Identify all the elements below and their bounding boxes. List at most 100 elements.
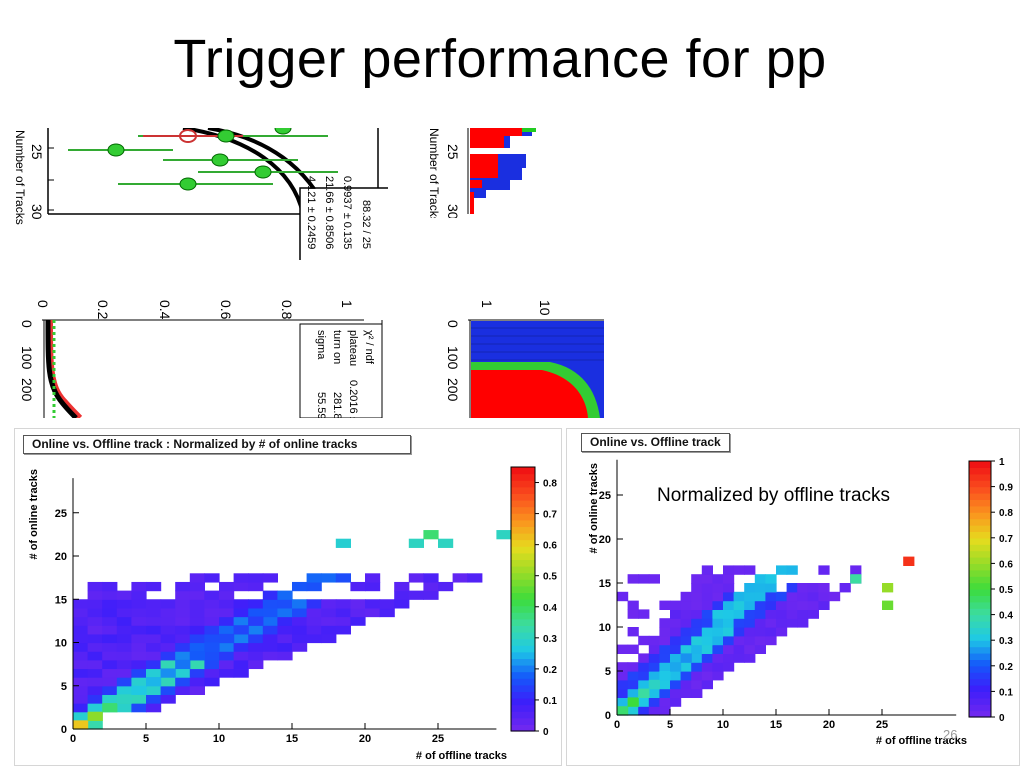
heatmap-cell <box>131 651 147 661</box>
heatmap-cell <box>744 635 756 646</box>
colorbar-segment <box>511 552 535 560</box>
colorbar-tick-label: 0.9 <box>999 483 1013 494</box>
heatmap-cell <box>670 635 682 646</box>
heatmap-cell <box>116 599 132 609</box>
heatmap-cell <box>680 591 692 602</box>
heatmap-cell <box>680 671 692 681</box>
heatmap-cell <box>627 662 639 672</box>
colorbar-segment <box>969 672 991 680</box>
heatmap-cell <box>189 633 205 644</box>
heatmap-cell <box>839 583 851 593</box>
heatmap-cell <box>204 633 220 644</box>
heatmap-cell <box>262 625 278 635</box>
colorbar-segment <box>969 697 991 705</box>
heatmap-cell <box>776 618 788 628</box>
heatmap-cell <box>160 694 176 704</box>
map-ytick-100: 100 <box>445 346 461 370</box>
heatmap-cell <box>408 573 424 583</box>
heatmap-cell <box>627 600 639 610</box>
heatmap-cell <box>116 625 132 635</box>
heatmap-cell <box>627 679 639 690</box>
colorbar-segment <box>969 685 991 692</box>
heatmap-cell <box>116 685 132 695</box>
heatmap-cell <box>797 600 809 610</box>
heatmap-cell <box>659 653 671 663</box>
heatmap-cell <box>87 581 103 592</box>
heatmap-cell <box>175 668 191 678</box>
heatmap-cell <box>262 607 278 618</box>
heatmap-cell-outlier <box>496 530 512 540</box>
heatmap-cell <box>423 581 439 592</box>
colorbar-segment <box>511 618 535 626</box>
colorbar-segment <box>969 678 991 686</box>
heatmap-cell-diagonal <box>659 671 671 681</box>
heatmap-cell <box>733 635 745 646</box>
fragment-hist-tick-30: 30 <box>445 204 461 218</box>
heatmap-cell <box>219 642 235 652</box>
heatmap-cell <box>204 659 220 670</box>
heatmap-cell <box>189 599 205 609</box>
colorbar-segment <box>511 526 535 534</box>
heatmap-cell <box>365 581 381 592</box>
colorbar-tick-label: 0 <box>999 713 1005 724</box>
heatmap-y-tick-label: 0 <box>605 710 611 722</box>
heatmap-cell <box>175 616 191 626</box>
colorbar-tick-label: 0.5 <box>543 572 557 583</box>
heatmap-cell <box>733 609 745 619</box>
heatmap-cell <box>146 633 162 644</box>
heatmap-cell <box>648 635 660 646</box>
heatmap-cell <box>87 642 103 652</box>
heatmap-cell <box>786 565 798 575</box>
heatmap-cell <box>648 644 660 654</box>
heatmap-cell <box>754 574 766 584</box>
colorbar-segment <box>511 572 535 580</box>
heatmap-cell <box>638 671 650 681</box>
heatmap-cell <box>87 694 103 704</box>
map-ytick-200: 200 <box>445 378 461 402</box>
heatmap-cell <box>627 644 639 654</box>
fragment-track-histogram: Number of Tracks 25 30 <box>426 128 556 218</box>
colorbar-segment <box>511 585 535 593</box>
heatmap-cell <box>248 633 264 644</box>
heatmap-cell <box>670 697 682 707</box>
heatmap-cell <box>744 653 756 663</box>
heatmap-cell <box>648 697 660 707</box>
heatmap-cell <box>807 609 819 619</box>
heatmap-cell <box>306 616 322 626</box>
heatmap-cell <box>701 671 713 681</box>
heatmap-x-tick-label: 0 <box>614 719 620 731</box>
heatmap-cell <box>160 633 176 644</box>
heatmap-cell <box>73 599 89 609</box>
heatmap-cell <box>175 677 191 687</box>
heatmap-cell <box>160 642 176 652</box>
heatmap-y-tick-label: 10 <box>599 622 611 634</box>
heatmap-x-label: # of offline tracks <box>416 750 507 762</box>
colorbar-segment <box>969 499 991 507</box>
heatmap-cell <box>818 565 830 575</box>
heatmap-cell <box>248 573 264 583</box>
heatmap-cell <box>87 625 103 635</box>
heatmap-cell <box>701 618 713 628</box>
heatmap-cell <box>744 609 756 619</box>
heatmap-cell <box>306 599 322 609</box>
heatmap-cell <box>73 668 89 678</box>
colorbar-segment <box>511 519 535 527</box>
heatmap-cell <box>680 627 692 637</box>
heatmap-cell <box>744 618 756 628</box>
colorbar-tick-label: 0.4 <box>543 603 557 614</box>
heatmap-cell <box>765 635 777 646</box>
heatmap-cell <box>87 651 103 661</box>
heatmap-cell <box>73 659 89 670</box>
heatmap-cell <box>277 633 293 644</box>
heatmap-cell <box>248 581 264 592</box>
colorbar-tick-label: 0.1 <box>999 687 1013 698</box>
heatmap-cell <box>219 651 235 661</box>
heatmap-cell <box>321 616 337 626</box>
eff-tick-08: 0.8 <box>279 300 295 320</box>
fit-label-plateau: plateau <box>347 330 359 366</box>
heatmap-cell <box>277 642 293 652</box>
heatmap-cell <box>627 574 639 584</box>
heatmap-cell <box>691 574 703 584</box>
colorbar-segment <box>969 486 991 494</box>
heatmap-cell <box>818 600 830 610</box>
